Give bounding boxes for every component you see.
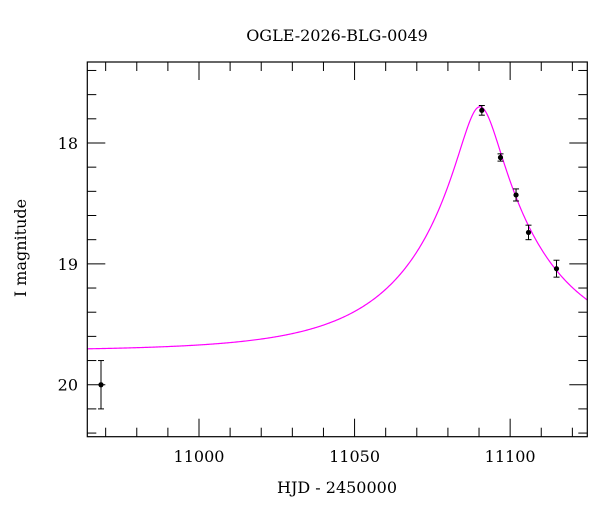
data-points <box>97 105 560 410</box>
data-point <box>525 224 532 241</box>
point-marker <box>98 382 104 388</box>
point-marker <box>513 192 519 198</box>
tick-labels: 11000 11050 11100 18 19 20 <box>58 134 536 466</box>
model-curve <box>87 106 588 350</box>
x-tick-label: 11100 <box>485 447 536 466</box>
axis-ticks <box>87 62 588 437</box>
y-tick-label: 18 <box>58 134 78 153</box>
x-tick-label: 11050 <box>329 447 380 466</box>
point-marker <box>479 107 485 113</box>
data-point <box>513 188 520 202</box>
data-point <box>497 153 504 162</box>
point-marker <box>553 266 560 272</box>
model-curve-group <box>87 106 588 350</box>
data-point <box>97 360 104 410</box>
y-tick-label: 19 <box>58 255 78 274</box>
y-tick-label: 20 <box>58 376 78 395</box>
plot-frame <box>86 61 588 438</box>
data-point <box>478 105 485 116</box>
x-axis-label: HJD - 2450000 <box>277 478 397 497</box>
data-point <box>553 259 560 278</box>
x-tick-label: 11000 <box>174 447 225 466</box>
point-marker <box>497 154 504 161</box>
y-axis-label: I magnitude <box>11 199 30 297</box>
point-marker <box>525 229 532 236</box>
chart-title: OGLE-2026-BLG-0049 <box>246 26 428 45</box>
